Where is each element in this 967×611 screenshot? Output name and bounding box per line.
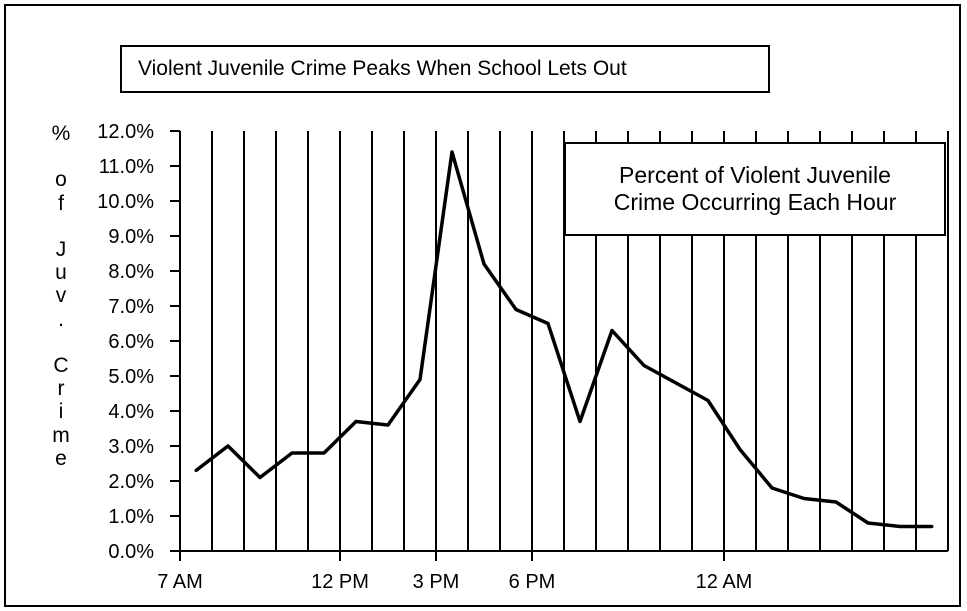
y-axis-label-char: f — [58, 191, 64, 215]
data-point — [642, 364, 646, 367]
y-axis-label-char: J — [55, 238, 67, 262]
legend-box: Percent of Violent Juvenile Crime Occurr… — [564, 142, 946, 236]
data-point — [546, 322, 550, 325]
data-point — [706, 399, 710, 402]
y-axis-label-char: i — [58, 400, 64, 424]
data-point — [194, 469, 198, 472]
data-point — [322, 451, 326, 455]
data-point — [866, 521, 870, 525]
data-point — [258, 476, 262, 479]
data-point — [802, 497, 806, 500]
y-tick-label: 7.0% — [108, 296, 154, 318]
y-axis-label-char: m — [52, 423, 70, 447]
y-tick-label: 3.0% — [108, 436, 154, 458]
chart-title-box: Violent Juvenile Crime Peaks When School… — [120, 45, 770, 93]
y-tick-label: 2.0% — [108, 471, 154, 493]
x-tick-label: 6 PM — [509, 571, 556, 593]
y-axis-label-char: e — [55, 446, 67, 470]
x-tick-label: 12 PM — [311, 571, 369, 593]
x-tick-label: 3 PM — [413, 571, 460, 593]
data-point — [354, 420, 358, 423]
y-tick-label: 12.0% — [97, 121, 154, 143]
legend-line-2: Crime Occurring Each Hour — [613, 189, 897, 215]
y-axis-label-char: C — [53, 354, 69, 378]
data-point — [418, 378, 422, 381]
chart-title: Violent Juvenile Crime Peaks When School… — [138, 57, 627, 80]
y-tick-label: 0.0% — [108, 541, 154, 563]
y-tick-label: 9.0% — [108, 226, 154, 248]
y-tick-label: 6.0% — [108, 331, 154, 353]
data-point — [290, 451, 294, 455]
y-tick-label: 10.0% — [97, 191, 154, 213]
y-axis-label-char: o — [55, 168, 67, 192]
data-point — [386, 423, 390, 427]
data-point — [898, 525, 902, 528]
series-line — [194, 150, 932, 529]
y-tick-label: 11.0% — [99, 156, 154, 178]
y-axis-label-char: v — [55, 284, 67, 308]
data-point — [450, 150, 454, 154]
data-point — [578, 420, 582, 423]
data-point — [610, 329, 614, 332]
data-point — [674, 381, 678, 385]
data-point — [930, 525, 934, 528]
y-axis-label-char: r — [57, 377, 65, 401]
y-axis-label-char: . — [58, 307, 64, 331]
data-point — [770, 486, 774, 490]
y-tick-label: 5.0% — [108, 366, 154, 388]
data-point — [514, 308, 518, 311]
legend-line-1: Percent of Violent Juvenile — [619, 162, 891, 188]
chart-frame — [4, 4, 961, 607]
data-point — [226, 444, 230, 448]
data-point — [834, 500, 838, 504]
y-tick-label: 4.0% — [108, 401, 154, 423]
x-tick-label: 12 AM — [696, 571, 753, 593]
y-axis-label-char — [48, 215, 74, 238]
y-axis-label-char — [48, 331, 74, 354]
data-point — [482, 262, 486, 266]
y-axis-label-char — [48, 145, 74, 168]
y-axis-label-char: u — [55, 261, 67, 285]
y-tick-label: 1.0% — [108, 506, 154, 528]
data-point — [738, 448, 742, 451]
x-tick-label: 7 AM — [157, 571, 203, 593]
y-tick-label: 8.0% — [108, 261, 154, 283]
y-axis-label-char: % — [51, 122, 71, 145]
